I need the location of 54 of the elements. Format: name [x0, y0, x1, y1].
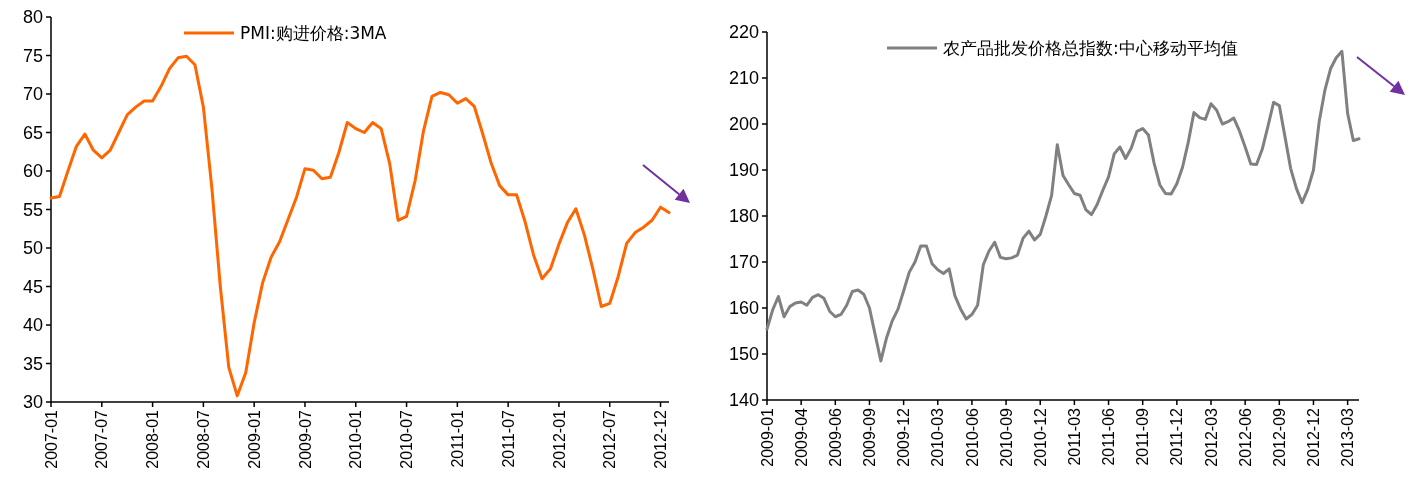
y-tick-label: 45 [22, 276, 43, 297]
x-tick-label: 2011-01 [448, 409, 466, 468]
x-tick-label: 2012-03 [1202, 407, 1220, 467]
x-tick-label: 2011-03 [1065, 407, 1083, 466]
y-tick-label: 65 [22, 122, 43, 143]
x-tick-label: 2009-07 [296, 409, 314, 469]
x-tick-label: 2010-07 [398, 409, 416, 469]
x-tick-label: 2011-09 [1134, 407, 1152, 466]
y-tick-label: 140 [728, 390, 759, 411]
x-tick-label: 2009-12 [895, 407, 913, 467]
y-tick-label: 55 [22, 199, 43, 220]
x-tick-label: 2007-01 [42, 409, 60, 469]
y-tick-label: 160 [728, 298, 759, 319]
x-tick-label: 2011-07 [499, 409, 517, 468]
y-tick-label: 190 [728, 160, 759, 181]
x-tick-label: 2010-01 [347, 409, 365, 469]
x-tick-label: 2011-12 [1168, 407, 1186, 466]
x-tick-label: 2012-01 [550, 409, 568, 469]
x-tick-label: 2012-12 [1305, 407, 1323, 467]
x-tick-label: 2012-07 [601, 409, 619, 469]
y-tick-label: 50 [22, 238, 43, 259]
y-tick-label: 60 [22, 161, 43, 182]
x-tick-label: 2012-09 [1270, 407, 1288, 467]
x-tick-label: 2010-03 [929, 407, 947, 467]
legend-label: 农产品批发价格总指数:中心移动平均值 [943, 37, 1238, 58]
x-tick-label: 2012-06 [1236, 407, 1254, 467]
x-tick-label: 2011-06 [1100, 407, 1118, 466]
x-tick-label: 2009-09 [861, 407, 879, 467]
x-tick-label: 2012-12 [652, 409, 670, 469]
x-tick-label: 2008-07 [194, 409, 212, 469]
y-tick-label: 180 [728, 206, 759, 227]
x-tick-label: 2010-06 [963, 407, 981, 467]
y-tick-label: 210 [728, 68, 759, 89]
x-tick-label: 2009-01 [758, 407, 776, 467]
legend-label: PMI:购进价格:3MA [240, 22, 387, 43]
x-tick-label: 2009-01 [245, 409, 263, 469]
y-tick-label: 200 [728, 114, 759, 135]
y-tick-label: 75 [22, 45, 43, 66]
y-tick-label: 150 [728, 344, 759, 365]
x-tick-label: 2009-04 [792, 407, 810, 467]
y-tick-label: 35 [22, 353, 43, 374]
line-series [49, 54, 671, 398]
x-tick-label: 2007-07 [93, 409, 111, 469]
x-tick-label: 2010-12 [1031, 407, 1049, 467]
y-tick-label: 30 [22, 392, 43, 413]
x-tick-label: 2010-09 [997, 407, 1015, 467]
y-tick-label: 70 [22, 84, 43, 105]
y-tick-label: 80 [22, 7, 43, 28]
y-tick-label: 170 [728, 252, 759, 273]
y-tick-label: 40 [22, 315, 43, 336]
x-tick-label: 2013-03 [1339, 407, 1357, 467]
x-tick-label: 2008-01 [144, 409, 162, 469]
y-tick-label: 220 [728, 22, 759, 43]
x-tick-label: 2009-06 [826, 407, 844, 467]
